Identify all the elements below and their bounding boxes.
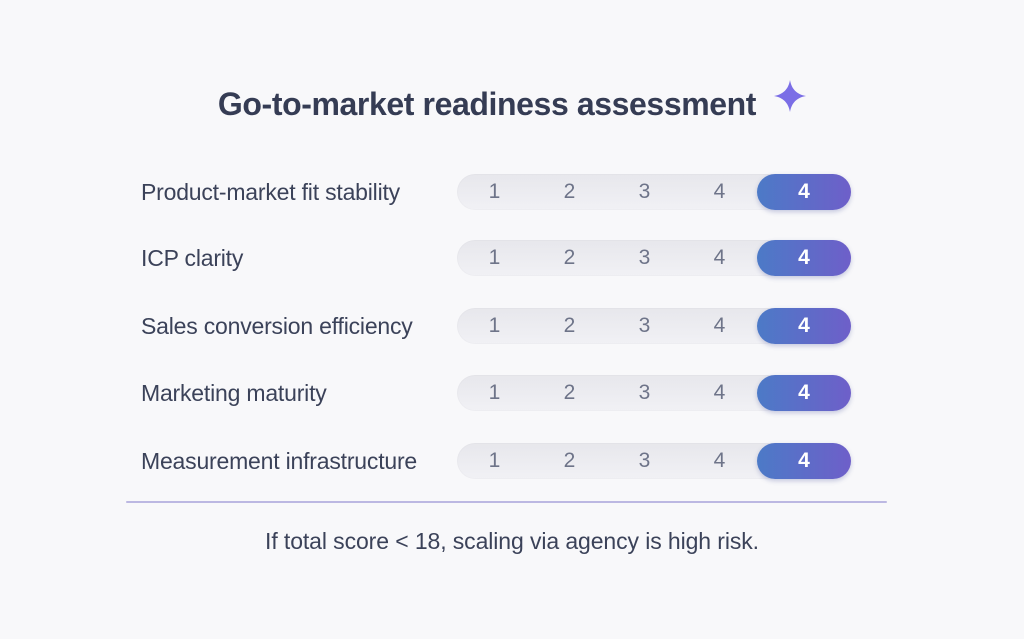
scale-option-2[interactable]: 2: [563, 449, 576, 472]
scale-option-2[interactable]: 2: [563, 381, 576, 404]
footer-note: If total score < 18, scaling via agency …: [265, 528, 759, 554]
divider: [126, 501, 887, 503]
assessment-row: Measurement infrastructure 1 2 3 4 4: [141, 443, 851, 479]
scale-option-4[interactable]: 4: [713, 381, 726, 404]
row-label: Sales conversion efficiency: [141, 312, 413, 339]
rating-scale: 1 2 3 4 4: [457, 174, 851, 210]
assessment-row: Marketing maturity 1 2 3 4 4: [141, 375, 851, 411]
scale-option-2[interactable]: 2: [563, 246, 576, 269]
scale-option-1[interactable]: 1: [488, 314, 501, 337]
score-pill[interactable]: 4: [757, 375, 851, 411]
rating-scale: 1 2 3 4 4: [457, 240, 851, 276]
scale-option-4[interactable]: 4: [713, 180, 726, 203]
assessment-row: Sales conversion efficiency 1 2 3 4 4: [141, 308, 851, 344]
scale-option-4[interactable]: 4: [713, 246, 726, 269]
scale-option-1[interactable]: 1: [488, 246, 501, 269]
score-pill[interactable]: 4: [757, 443, 851, 479]
scale-option-1[interactable]: 1: [488, 449, 501, 472]
scale-option-2[interactable]: 2: [563, 314, 576, 337]
scale-option-1[interactable]: 1: [488, 381, 501, 404]
row-label: Measurement infrastructure: [141, 447, 418, 474]
score-pill[interactable]: 4: [757, 240, 851, 276]
assessment-row: ICP clarity 1 2 3 4 4: [141, 240, 851, 276]
scale-option-3[interactable]: 3: [638, 180, 651, 203]
scale-option-2[interactable]: 2: [563, 180, 576, 203]
page-title: Go-to-market readiness assessment: [217, 86, 757, 122]
row-label: Product-market fit stability: [141, 178, 400, 205]
title-row: Go-to-market readiness assessment: [0, 80, 1024, 123]
rating-scale: 1 2 3 4 4: [457, 443, 851, 479]
row-label: ICP clarity: [141, 244, 244, 271]
rating-scale: 1 2 3 4 4: [457, 308, 851, 344]
sparkle-icon: [774, 80, 807, 112]
scale-option-3[interactable]: 3: [638, 381, 651, 404]
row-label: Marketing maturity: [141, 379, 327, 406]
scale-option-3[interactable]: 3: [638, 314, 651, 337]
scale-option-3[interactable]: 3: [638, 246, 651, 269]
score-pill[interactable]: 4: [757, 174, 851, 210]
scale-option-4[interactable]: 4: [713, 449, 726, 472]
scale-option-3[interactable]: 3: [638, 449, 651, 472]
assessment-row: Product-market fit stability 1 2 3 4 4: [141, 174, 851, 210]
scale-option-1[interactable]: 1: [488, 180, 501, 203]
scale-option-4[interactable]: 4: [713, 314, 726, 337]
score-pill[interactable]: 4: [757, 308, 851, 344]
rating-scale: 1 2 3 4 4: [457, 375, 851, 411]
